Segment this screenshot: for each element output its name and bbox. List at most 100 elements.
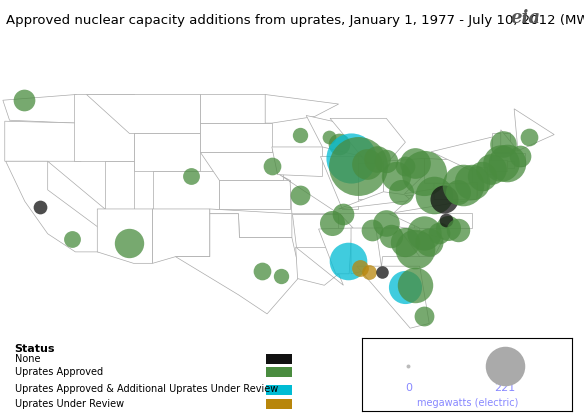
Polygon shape — [210, 209, 292, 237]
Point — [124, 240, 133, 247]
Point — [410, 246, 419, 252]
Point — [363, 161, 372, 167]
Point — [36, 204, 45, 210]
Point — [401, 284, 410, 290]
Point — [401, 239, 410, 246]
Point — [327, 220, 336, 227]
Bar — [266, 354, 292, 364]
Point — [444, 225, 453, 231]
Point — [434, 229, 443, 236]
Polygon shape — [296, 247, 343, 285]
Point — [486, 166, 496, 172]
Point — [467, 179, 477, 186]
Text: eia: eia — [510, 9, 541, 27]
Polygon shape — [500, 130, 518, 151]
Polygon shape — [265, 95, 339, 123]
Polygon shape — [434, 183, 477, 200]
Polygon shape — [220, 181, 290, 209]
Polygon shape — [6, 161, 99, 252]
Polygon shape — [376, 228, 420, 267]
Polygon shape — [319, 156, 357, 209]
Polygon shape — [152, 171, 220, 209]
Point — [420, 312, 429, 319]
Point — [353, 163, 362, 169]
Polygon shape — [357, 266, 429, 328]
Polygon shape — [86, 95, 200, 133]
Point — [367, 227, 377, 233]
Polygon shape — [48, 161, 105, 228]
Polygon shape — [506, 161, 514, 168]
Point — [355, 265, 364, 271]
Point — [500, 363, 510, 369]
Polygon shape — [152, 209, 210, 264]
Polygon shape — [384, 159, 425, 195]
Point — [277, 272, 286, 279]
Polygon shape — [397, 226, 444, 256]
Point — [404, 363, 413, 369]
Polygon shape — [339, 192, 411, 209]
Point — [334, 141, 343, 147]
Polygon shape — [74, 95, 134, 161]
Text: Uprates Under Review: Uprates Under Review — [15, 398, 124, 409]
Point — [439, 196, 449, 203]
Polygon shape — [134, 133, 200, 171]
Polygon shape — [330, 118, 405, 164]
Polygon shape — [491, 153, 524, 166]
Polygon shape — [339, 213, 414, 228]
Point — [377, 269, 386, 275]
Polygon shape — [514, 109, 554, 151]
Polygon shape — [394, 185, 475, 213]
Polygon shape — [472, 167, 488, 190]
Point — [429, 191, 439, 198]
Point — [346, 155, 356, 162]
Point — [372, 156, 381, 163]
Polygon shape — [489, 160, 507, 171]
Point — [410, 282, 419, 288]
Point — [324, 134, 333, 141]
Polygon shape — [105, 161, 152, 209]
Point — [401, 163, 410, 169]
Text: Uprates Approved & Additional Uprates Under Review: Uprates Approved & Additional Uprates Un… — [15, 384, 278, 394]
Point — [503, 160, 512, 166]
Polygon shape — [306, 115, 363, 156]
Point — [267, 163, 276, 169]
Text: None: None — [15, 354, 40, 364]
Point — [296, 131, 305, 138]
Polygon shape — [200, 152, 283, 181]
Point — [496, 160, 505, 166]
Point — [453, 188, 463, 195]
Point — [498, 141, 507, 147]
Polygon shape — [405, 175, 451, 194]
Polygon shape — [351, 228, 381, 274]
Point — [453, 227, 463, 233]
Polygon shape — [272, 147, 322, 176]
Point — [343, 258, 353, 265]
Point — [524, 134, 534, 141]
Polygon shape — [425, 159, 480, 183]
Bar — [266, 385, 292, 395]
Text: Approved nuclear capacity additions from uprates, January 1, 1977 - July 10, 201: Approved nuclear capacity additions from… — [6, 14, 584, 27]
Point — [396, 188, 405, 195]
Polygon shape — [470, 182, 477, 195]
Bar — [266, 367, 292, 378]
Point — [382, 220, 391, 227]
Text: Uprates Approved: Uprates Approved — [15, 366, 103, 377]
Polygon shape — [200, 95, 265, 123]
Polygon shape — [200, 123, 272, 152]
Point — [420, 169, 429, 176]
Point — [458, 182, 467, 188]
Polygon shape — [280, 175, 339, 214]
Point — [339, 210, 348, 217]
Polygon shape — [98, 209, 152, 264]
Polygon shape — [431, 133, 510, 175]
Polygon shape — [388, 213, 472, 228]
Polygon shape — [292, 214, 338, 247]
Polygon shape — [357, 163, 384, 200]
Point — [515, 153, 524, 160]
Point — [477, 172, 486, 179]
Point — [420, 229, 429, 236]
Point — [258, 268, 267, 274]
Bar — [266, 399, 292, 409]
Point — [387, 232, 396, 239]
Text: megawatts (electric): megawatts (electric) — [416, 398, 518, 408]
